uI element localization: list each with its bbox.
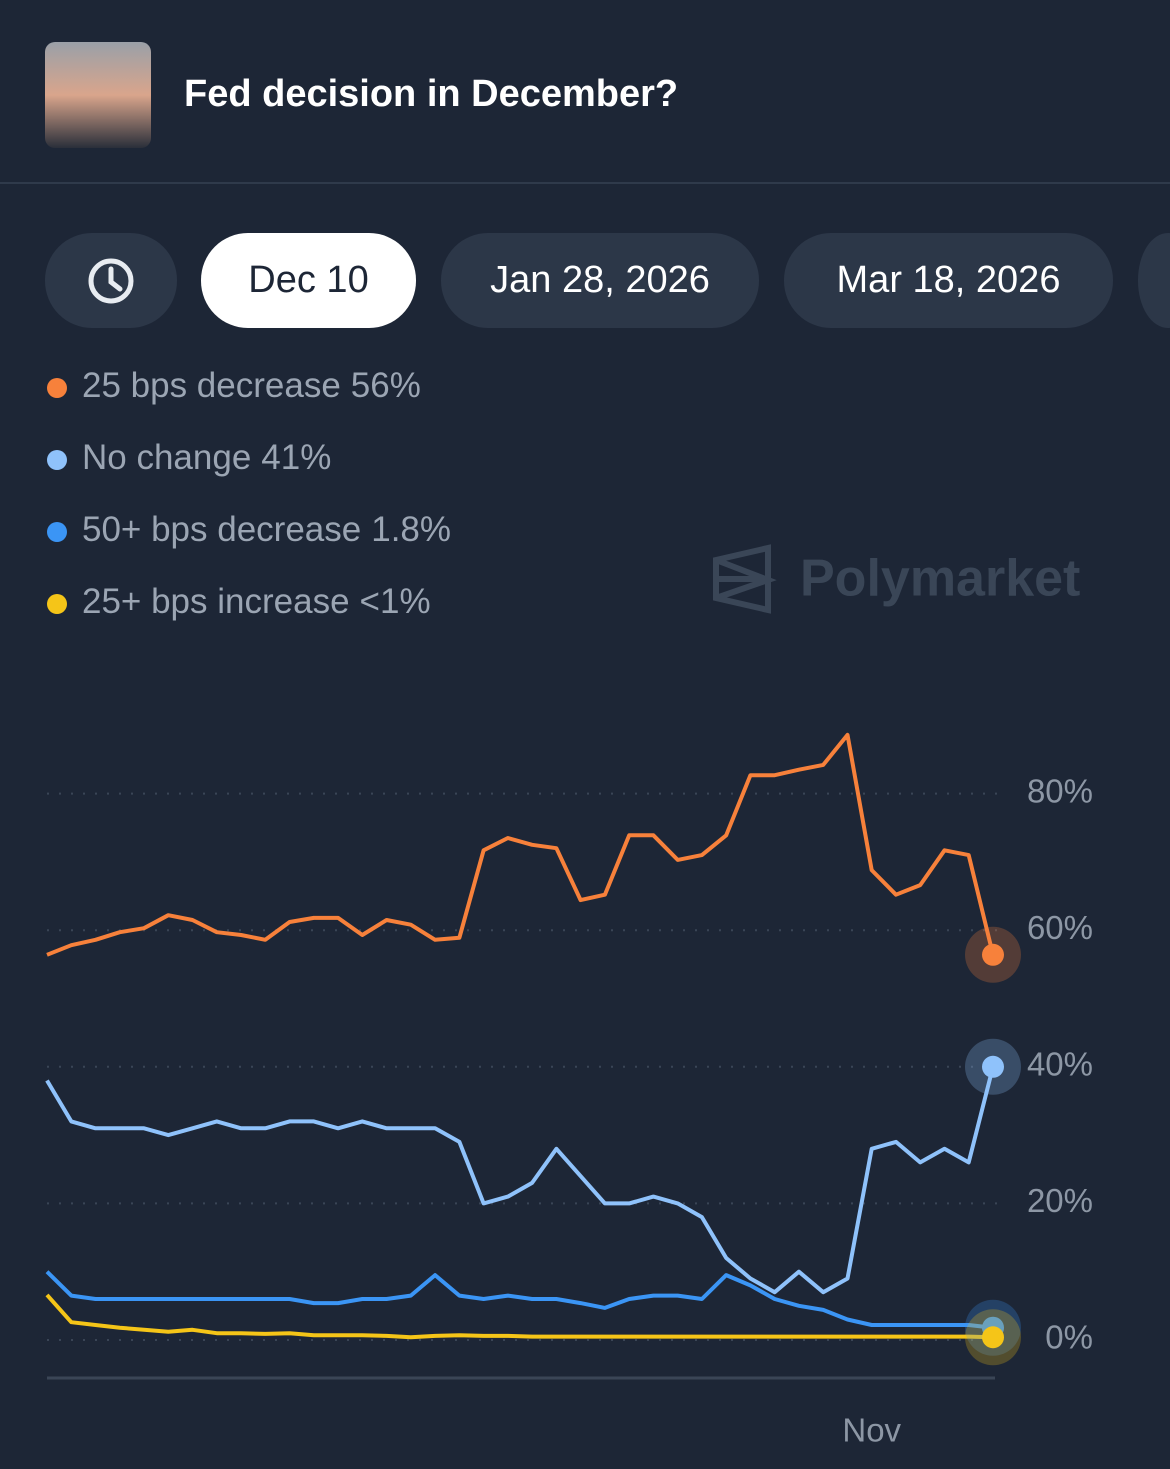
x-tick-label: Nov xyxy=(842,1412,901,1449)
legend-name: 50+ bps decrease xyxy=(82,510,361,549)
watermark-text: Polymarket xyxy=(800,550,1080,608)
tab-label[interactable]: Dec 10 xyxy=(248,259,368,301)
y-tick-label: 60% xyxy=(1027,909,1093,946)
tab[interactable] xyxy=(784,233,1113,328)
legend-entry: No change 41% xyxy=(82,438,331,477)
market-title: Fed decision in December? xyxy=(184,73,678,115)
y-tick-label: 40% xyxy=(1027,1046,1093,1083)
legend-entry: 50+ bps decrease 1.8% xyxy=(82,510,451,549)
watermark: Polymarket xyxy=(713,544,1080,614)
y-tick-label: 80% xyxy=(1027,772,1093,809)
legend-value: 56% xyxy=(351,366,421,405)
tab[interactable] xyxy=(441,233,759,328)
legend-value: <1% xyxy=(360,582,431,621)
tab[interactable] xyxy=(201,233,416,328)
tab-label[interactable]: Mar 18, 2026 xyxy=(837,259,1061,301)
legend-marker xyxy=(47,522,67,542)
legend-name: 25+ bps increase xyxy=(82,582,350,621)
y-tick-label: 20% xyxy=(1027,1182,1093,1219)
market-avatar xyxy=(45,42,151,148)
tab-overflow[interactable] xyxy=(1138,233,1170,328)
end-dot xyxy=(982,1326,1004,1349)
legend-entry: 25+ bps increase <1% xyxy=(82,582,431,621)
legend-name: No change xyxy=(82,438,251,477)
legend-marker xyxy=(47,450,67,470)
end-dot xyxy=(982,1055,1004,1078)
series-line xyxy=(45,1293,994,1340)
series-line xyxy=(45,1270,994,1330)
clock-hand xyxy=(108,266,123,292)
legend-marker xyxy=(47,378,67,398)
tab-label[interactable]: Jan 28, 2026 xyxy=(490,259,710,301)
legend-value: 41% xyxy=(261,438,331,477)
legend-marker xyxy=(47,594,67,614)
end-dot xyxy=(982,943,1004,966)
legend-value: 1.8% xyxy=(371,510,451,549)
legend-entry: 25 bps decrease 56% xyxy=(82,366,421,405)
series-line xyxy=(45,1066,995,1295)
watermark-logo xyxy=(713,544,777,614)
y-tick-label: 0% xyxy=(1045,1319,1093,1356)
history-button[interactable] xyxy=(45,233,177,328)
series-line xyxy=(46,732,995,957)
legend-name: 25 bps decrease xyxy=(82,366,341,405)
clock-icon xyxy=(88,258,134,304)
